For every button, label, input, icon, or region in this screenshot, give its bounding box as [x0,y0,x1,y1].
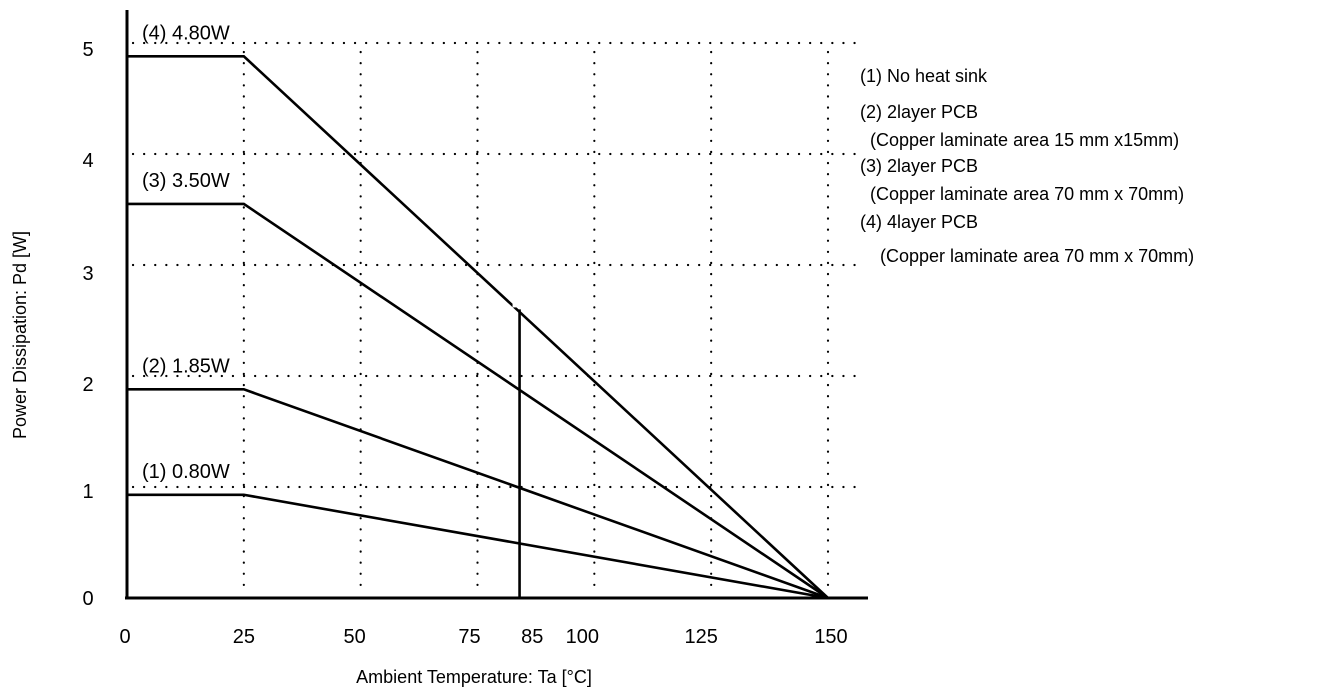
legend-line-4: (3) 2layer PCB [860,156,978,176]
cutoff-line-group [512,295,521,598]
series-line-3 [127,202,829,600]
series-label-1: (1) 0.80W [142,461,230,483]
legend-line-6: (4) 4layer PCB [860,212,978,232]
x-tick-labels: 0 25 50 75 85 100 125 150 [119,626,847,648]
y-tick-label-2: 2 [82,374,93,396]
y-axis-title: Power Dissipation: Pd [W] [10,231,30,439]
x-tick-label-0: 0 [119,626,130,648]
series-line-2 [127,388,829,600]
series-line-4 [127,55,829,599]
series-line-1 [127,493,829,600]
y-tick-label-5: 5 [82,39,93,61]
x-tick-label-125: 125 [684,626,717,648]
legend-line-7: (Copper laminate area 70 mm x 70mm) [880,246,1194,266]
x-tick-label-50: 50 [344,626,366,648]
grid [131,41,864,596]
x-tick-label-150: 150 [814,626,847,648]
x-tick-label-25: 25 [233,626,255,648]
legend: (1) No heat sink (2) 2layer PCB (Copper la… [860,66,1194,266]
axes [125,10,868,600]
legend-line-2: (2) 2layer PCB [860,102,978,122]
series-lines [127,55,829,600]
legend-line-5: (Copper laminate area 70 mm x 70mm) [870,184,1184,204]
x-tick-label-75: 75 [458,626,480,648]
series-label-4: (4) 4.80W [142,22,230,44]
y-tick-label-4: 4 [82,150,93,172]
y-tick-label-3: 3 [82,263,93,285]
y-tick-label-1: 1 [82,481,93,503]
x-axis-title: Ambient Temperature: Ta [°C] [356,667,592,687]
legend-line-3: (Copper laminate area 15 mm x15mm) [870,130,1179,150]
x-tick-label-100: 100 [566,626,599,648]
series-label-2: (2) 1.85W [142,355,230,377]
y-tick-label-0: 0 [82,588,93,610]
x-tick-label-85: 85 [521,626,543,648]
series-label-3: (3) 3.50W [142,170,230,192]
y-tick-labels: 0 1 2 3 4 5 [82,39,93,610]
series-labels: (1) 0.80W (2) 1.85W (3) 3.50W (4) 4.80W [142,22,230,482]
cutoff-gap [512,295,519,308]
legend-line-1: (1) No heat sink [860,66,988,86]
